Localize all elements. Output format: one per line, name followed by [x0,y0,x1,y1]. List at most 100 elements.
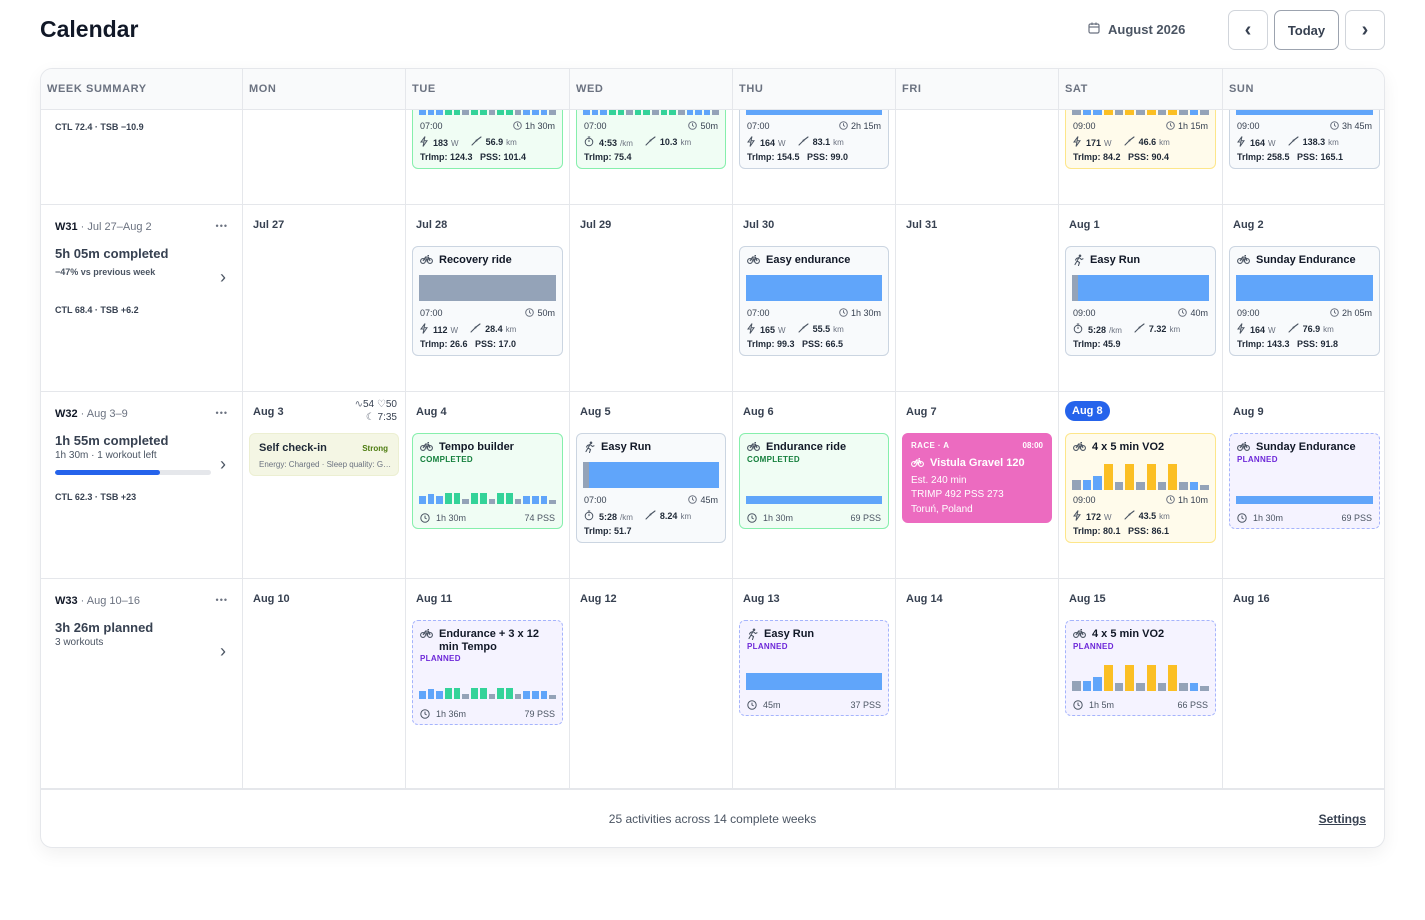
primary-metric-value: 164 [1250,325,1266,335]
settings-link[interactable]: Settings [1318,812,1366,826]
day-number: Jul 29 [580,219,612,231]
day-cell[interactable]: 07:00 2h 15m 164 W 83.1 km TrImp: 154.5 PSS: 9… [732,102,895,204]
race-card[interactable]: RACE · A 08:00 Vistula Gravel 120 Est. 240 … [902,433,1052,523]
workout-title-row: Easy endurance [747,254,882,267]
workout-title-row: Tempo builder [420,441,556,454]
day-cell[interactable] [242,110,405,204]
week-summary[interactable]: W32 · Aug 3–9 ••• 1h 55m completed 1h 30m ·… [41,392,242,578]
day-cell[interactable]: Jul 31 [895,205,1058,391]
week-summary[interactable]: W31 · Jul 27–Aug 2 ••• 5h 05m completed −47… [41,205,242,391]
day-cell[interactable]: Aug 5 Easy Run 07:00 45m 5:28/km 8.24 km TrImp:… [569,392,732,578]
week-total: 3h 26m planned [55,620,154,635]
self-check-in-card[interactable]: Self check-in Strong Energy: Charged · Sle… [249,433,399,476]
week-summary[interactable]: CTL 72.4 · TSB −10.9 [41,110,242,204]
day-cell[interactable]: 09:00 1h 15m 171 W 46.6 km TrImp: 84.2 PSS: 90… [1058,102,1222,204]
workout-card[interactable]: Sunday Endurance PLANNED 1h 30m 69 PSS [1229,433,1380,529]
workout-time-row: 09:00 1h 15m [1073,121,1208,133]
day-cell[interactable]: Aug 12 [569,579,732,788]
day-cell[interactable]: Aug 1 Easy Run 09:00 40m 5:28/km 7.32 km TrImp:… [1058,205,1222,391]
workout-card[interactable]: 09:00 3h 45m 164 W 138.3 km TrImp: 258.5 PSS: … [1229,102,1380,169]
workout-card[interactable]: Easy endurance 07:00 1h 30m 165 W 55.5 km TrImp… [739,246,889,356]
workout-interval-bar [1082,480,1092,490]
distance-icon [470,323,481,336]
chevron-right-icon[interactable]: › [220,267,226,287]
workout-interval-bar [746,673,882,690]
workout-title-row: Endurance + 3 x 12 min Tempo [420,628,556,654]
day-cell[interactable]: Aug 14 [895,579,1058,788]
workout-card[interactable]: Easy Run 07:00 45m 5:28/km 8.24 km TrImp: 51.7 [576,433,726,543]
day-cell[interactable]: Aug 10 [242,579,405,788]
check-in-status: Strong [362,444,388,453]
workout-card[interactable]: 07:00 2h 15m 164 W 83.1 km TrImp: 154.5 PSS: 9… [739,102,889,169]
day-cell[interactable]: Aug 2 Sunday Endurance 09:00 2h 05m 164 W 76.9… [1222,205,1384,391]
metric-group: 183 W [420,136,459,150]
primary-metric-value: 171 [1086,138,1102,148]
day-cell[interactable]: Aug 15 4 x 5 min VO2 PLANNED 1h 5m 66 PSS [1058,579,1222,788]
week-menu-icon[interactable]: ••• [215,595,228,605]
workout-card[interactable]: 4 x 5 min VO2 09:00 1h 10m 172 W 43.5 km TrImp:… [1065,433,1216,543]
workout-interval-bar [505,493,513,504]
workout-card[interactable]: 07:00 1h 30m 183 W 56.9 km TrImp: 124.3 PSS: 1… [412,102,563,169]
today-button[interactable]: Today [1274,10,1339,50]
workout-card[interactable]: Endurance + 3 x 12 min Tempo PLANNED 1h 36… [412,620,563,725]
workout-card[interactable]: Endurance ride COMPLETED 1h 30m 69 PSS [739,433,889,529]
day-cell[interactable]: Aug 16 [1222,579,1384,788]
day-cell[interactable]: 07:00 50m 4:53/km 10.3 km TrImp: 75.4 [569,102,732,204]
day-number: Aug 11 [416,593,453,605]
day-cell[interactable]: Jul 28 Recovery ride 07:00 50m 112 W 28.4 km TrI… [405,205,569,391]
day-cell[interactable]: Aug 13 Easy Run PLANNED 45m 37 PSS [732,579,895,788]
workout-card[interactable]: Recovery ride 07:00 50m 112 W 28.4 km TrImp: 26… [412,246,563,356]
workout-footer: 45m 37 PSS [747,700,881,713]
chevron-right-icon[interactable]: › [220,641,226,661]
duration-group: 45m [747,700,781,713]
workout-time-row: 07:00 1h 30m [747,308,881,320]
duration-group: 1h 30m [1237,513,1283,526]
workout-card[interactable]: Easy Run PLANNED 45m 37 PSS [739,620,889,716]
fitness-stats: CTL 62.3 · TSB +23 [55,492,137,502]
workout-interval-bar [1125,665,1135,691]
day-cell[interactable]: Aug 6 Endurance ride COMPLETED 1h 30m 69 PSS [732,392,895,578]
previous-month-button[interactable]: ‹ [1228,10,1268,50]
workout-card[interactable]: Tempo builder COMPLETED 1h 30m 74 PSS [412,433,563,529]
clock-icon [525,308,535,320]
workout-status: COMPLETED [420,455,473,464]
duration-group: 2h 05m [1330,308,1372,320]
duration-group: 50m [525,308,555,320]
workout-duration: 40m [1190,308,1208,318]
workout-card[interactable]: 09:00 1h 15m 171 W 46.6 km TrImp: 84.2 PSS: 90… [1065,102,1216,169]
day-cell[interactable]: Aug 11 Endurance + 3 x 12 min Tempo PLANNE… [405,579,569,788]
week-menu-icon[interactable]: ••• [215,221,228,231]
day-cell[interactable]: Jul 27 [242,205,405,391]
workout-footer: 1h 30m 69 PSS [747,513,881,526]
day-cell[interactable]: 09:00 3h 45m 164 W 138.3 km TrImp: 258.5 PSS: … [1222,102,1384,204]
week-summary[interactable]: W33 · Aug 10–16 ••• 3h 26m planned 3 workou… [41,579,242,788]
day-cell[interactable]: Aug 4 Tempo builder COMPLETED 1h 30m 74 PSS [405,392,569,578]
metric-group: 112 W [420,323,458,337]
workout-card[interactable]: 4 x 5 min VO2 PLANNED 1h 5m 66 PSS [1065,620,1216,716]
workout-card[interactable]: Sunday Endurance 09:00 2h 05m 164 W 76.9 km TrI… [1229,246,1380,356]
chevron-right-icon[interactable]: › [220,454,226,474]
workout-card[interactable]: Easy Run 09:00 40m 5:28/km 7.32 km TrImp: 45.9 [1065,246,1216,356]
bike-icon [911,457,924,470]
workout-card[interactable]: 07:00 50m 4:53/km 10.3 km TrImp: 75.4 [576,102,726,169]
day-cell[interactable]: Aug 3 ∿54 ♡50 ☾ 7:35 Self check-in Strong Ene… [242,392,405,578]
workout-interval-bar [505,688,513,699]
distance-value: 10.3 [659,137,678,147]
workout-interval-bar [1104,665,1113,691]
week-menu-icon[interactable]: ••• [215,408,228,418]
next-month-button[interactable]: › [1345,10,1385,50]
day-number: Aug 4 [416,406,447,418]
day-cell[interactable]: Jul 29 [569,205,732,391]
weekday-header: WEEK SUMMARY MON TUE WED THU FRI SAT SUN [41,69,1384,110]
day-cell[interactable]: Aug 8 4 x 5 min VO2 09:00 1h 10m 172 W 43.5 km T… [1058,392,1222,578]
week-label: W33 · Aug 10–16 [55,595,140,607]
day-cell[interactable]: Aug 9 Sunday Endurance PLANNED 1h 30m 69 PSS [1222,392,1384,578]
day-cell[interactable]: Aug 7 RACE · A 08:00 Vistula Gravel 120 Est.… [895,392,1058,578]
day-cell[interactable]: Jul 30 Easy endurance 07:00 1h 30m 165 W 55.5 k… [732,205,895,391]
metric-group: 164 W [747,136,786,150]
distance-value: 76.9 [1302,324,1321,334]
day-cell[interactable] [895,110,1058,204]
day-cell[interactable]: 07:00 1h 30m 183 W 56.9 km TrImp: 124.3 PSS: 1… [405,102,569,204]
month-picker[interactable]: August 2026 [1088,22,1185,37]
clock-icon [839,121,848,133]
